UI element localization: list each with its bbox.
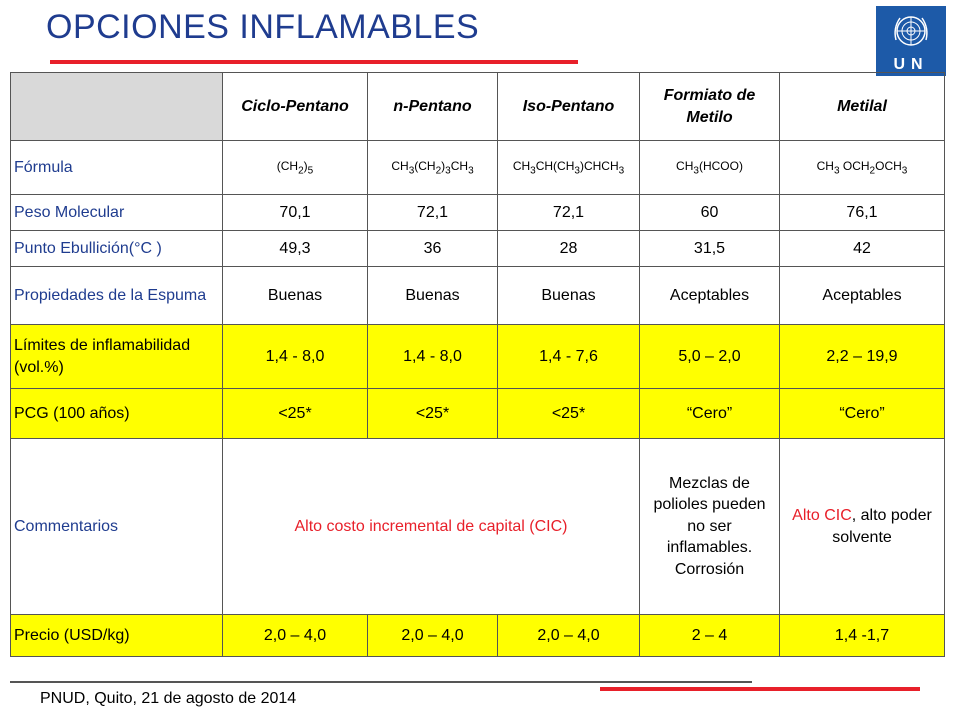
price-value: 2,0 – 4,0 <box>222 614 368 657</box>
foam-properties-row: Propiedades de la Espuma Buenas Buenas B… <box>10 266 945 325</box>
gwp-row: PCG (100 años) <25* <25* <25* “Cero” “Ce… <box>10 388 945 439</box>
molecular-weight-value: 60 <box>639 194 780 231</box>
boiling-point-value: 49,3 <box>222 230 368 267</box>
price-row: Precio (USD/kg) 2,0 – 4,0 2,0 – 4,0 2,0 … <box>10 614 945 657</box>
formula-value: CH3CH(CH3)CHCH3 <box>497 140 640 195</box>
molecular-weight-row: Peso Molecular 70,1 72,1 72,1 60 76,1 <box>10 194 945 231</box>
foam-properties-value: Buenas <box>367 266 498 325</box>
comments-metilal-red: Alto CIC <box>792 506 852 524</box>
flammability-limits-value: 2,2 – 19,9 <box>779 324 945 389</box>
molecular-weight-label: Peso Molecular <box>10 194 223 231</box>
comments-metilal-rest: , alto poder solvente <box>832 506 932 546</box>
flammability-limits-value: 5,0 – 2,0 <box>639 324 780 389</box>
footer-accent-line <box>600 687 920 691</box>
header-metilal: Metilal <box>779 72 945 141</box>
footer-text: PNUD, Quito, 21 de agosto de 2014 <box>40 690 297 707</box>
boiling-point-value: 42 <box>779 230 945 267</box>
flammability-limits-value: 1,4 - 8,0 <box>367 324 498 389</box>
header-formiato-de-metilo: Formiato de Metilo <box>639 72 780 141</box>
boiling-point-row: Punto Ebullición(°C ) 49,3 36 28 31,5 42 <box>10 230 945 267</box>
foam-properties-value: Buenas <box>222 266 368 325</box>
comments-metilal: Alto CIC, alto poder solvente <box>779 438 945 615</box>
boiling-point-label: Punto Ebullición(°C ) <box>10 230 223 267</box>
gwp-value: <25* <box>497 388 640 439</box>
formula-value: CH3(HCOO) <box>639 140 780 195</box>
gwp-value: “Cero” <box>639 388 780 439</box>
molecular-weight-value: 72,1 <box>367 194 498 231</box>
header-iso-pentano: Iso-Pentano <box>497 72 640 141</box>
gwp-value: “Cero” <box>779 388 945 439</box>
header-n-pentano: n-Pentano <box>367 72 498 141</box>
flammability-limits-label: Límites de inflamabilidad (vol.%) <box>10 324 223 389</box>
boiling-point-value: 36 <box>367 230 498 267</box>
title-underline <box>50 60 578 64</box>
molecular-weight-value: 76,1 <box>779 194 945 231</box>
header-row: Ciclo-Pentano n-Pentano Iso-Pentano Form… <box>10 72 945 141</box>
price-label: Precio (USD/kg) <box>10 614 223 657</box>
foam-properties-value: Aceptables <box>779 266 945 325</box>
comments-row: Commentarios Alto costo incremental de c… <box>10 438 945 615</box>
footer-divider <box>10 681 752 683</box>
flammability-limits-row: Límites de inflamabilidad (vol.%) 1,4 - … <box>10 324 945 389</box>
formula-row: Fórmula (CH2)5 CH3(CH2)3CH3 CH3CH(CH3)CH… <box>10 140 945 195</box>
un-emblem-icon <box>894 16 928 46</box>
gwp-value: <25* <box>222 388 368 439</box>
flammability-limits-value: 1,4 - 7,6 <box>497 324 640 389</box>
boiling-point-value: 28 <box>497 230 640 267</box>
price-value: 2 – 4 <box>639 614 780 657</box>
flammability-limits-value: 1,4 - 8,0 <box>222 324 368 389</box>
price-value: 2,0 – 4,0 <box>497 614 640 657</box>
boiling-point-value: 31,5 <box>639 230 780 267</box>
flammable-options-table: Ciclo-Pentano n-Pentano Iso-Pentano Form… <box>10 72 945 657</box>
comments-label: Commentarios <box>10 438 223 615</box>
foam-properties-value: Buenas <box>497 266 640 325</box>
foam-properties-label: Propiedades de la Espuma <box>10 266 223 325</box>
slide-title: OPCIONES INFLAMABLES <box>46 8 480 46</box>
formula-value: CH3 OCH2OCH3 <box>779 140 945 195</box>
foam-properties-value: Aceptables <box>639 266 780 325</box>
header-ciclo-pentano: Ciclo-Pentano <box>222 72 368 141</box>
price-value: 1,4 -1,7 <box>779 614 945 657</box>
gwp-value: <25* <box>367 388 498 439</box>
molecular-weight-value: 72,1 <box>497 194 640 231</box>
formula-value: (CH2)5 <box>222 140 368 195</box>
formula-value: CH3(CH2)3CH3 <box>367 140 498 195</box>
molecular-weight-value: 70,1 <box>222 194 368 231</box>
comments-formiato: Mezclas de polioles pueden no ser inflam… <box>639 438 780 615</box>
un-logo: UN <box>876 6 946 76</box>
header-cell-empty <box>10 72 223 141</box>
comments-merged-cell: Alto costo incremental de capital (CIC) <box>222 438 640 615</box>
logo-text: UN <box>893 56 929 73</box>
gwp-label: PCG (100 años) <box>10 388 223 439</box>
formula-label: Fórmula <box>10 140 223 195</box>
price-value: 2,0 – 4,0 <box>367 614 498 657</box>
